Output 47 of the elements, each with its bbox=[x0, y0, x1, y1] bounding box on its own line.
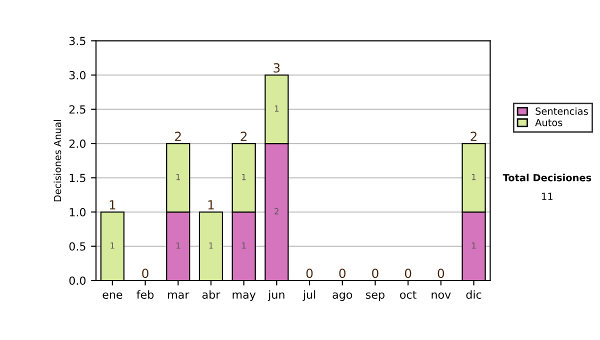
data-label: 1 bbox=[209, 242, 213, 249]
total-label: 0 bbox=[339, 268, 346, 278]
y-tick-label: 0.0 bbox=[69, 276, 86, 285]
data-label: 1 bbox=[274, 106, 279, 112]
total-label: 2 bbox=[240, 132, 247, 141]
x-tick-label: ene bbox=[102, 292, 122, 299]
y-tick-label: 0.5 bbox=[69, 242, 86, 251]
total-label: 0 bbox=[306, 268, 313, 278]
total-label: 2 bbox=[470, 132, 476, 141]
y-tick-label: 1.0 bbox=[70, 208, 86, 216]
total-label: 0 bbox=[372, 268, 378, 278]
data-label: 1 bbox=[472, 174, 476, 180]
total-label: 0 bbox=[438, 268, 444, 278]
x-tick-label: mar bbox=[168, 292, 190, 299]
total-label: 3 bbox=[274, 63, 280, 73]
text: Total Decisiones bbox=[502, 174, 592, 182]
data-label: 1 bbox=[176, 242, 180, 249]
x-tick-label: ago bbox=[332, 292, 352, 301]
x-tick-label: abr bbox=[202, 290, 220, 299]
data-label: 1 bbox=[472, 242, 476, 249]
x-tick-label: oct bbox=[400, 290, 416, 299]
total-label: 2 bbox=[175, 132, 181, 141]
total-label: 1 bbox=[208, 200, 214, 210]
data-label: 2 bbox=[274, 208, 278, 214]
data-label: 1 bbox=[242, 174, 246, 180]
legend-label: Autos bbox=[535, 119, 562, 126]
x-tick-label: jun bbox=[268, 290, 284, 301]
y-tick-label: 2.0 bbox=[69, 140, 86, 148]
data-label: 1 bbox=[110, 242, 114, 249]
total-label: 0 bbox=[142, 268, 148, 278]
x-tick-label: nov bbox=[432, 292, 451, 299]
y-tick-label: 3.0 bbox=[69, 71, 86, 80]
y-tick-label: 1.5 bbox=[70, 174, 86, 182]
data-label: 1 bbox=[242, 242, 246, 249]
total-label: 0 bbox=[404, 268, 412, 278]
y-tick-label: 2.5 bbox=[69, 105, 86, 114]
x-tick-label: dic bbox=[466, 290, 482, 299]
data-label: 1 bbox=[176, 174, 180, 180]
y-tick-label: 3.5 bbox=[69, 36, 86, 46]
text: 11 bbox=[542, 192, 552, 200]
total-label: 1 bbox=[110, 200, 116, 210]
x-tick-label: jul bbox=[302, 290, 316, 301]
x-tick-label: may bbox=[232, 292, 256, 301]
y-axis-title: Decisiones Anual bbox=[54, 120, 62, 202]
legend-label: Sentencias bbox=[536, 107, 588, 115]
x-tick-label: sep bbox=[366, 292, 384, 301]
x-tick-label: feb bbox=[136, 290, 154, 299]
